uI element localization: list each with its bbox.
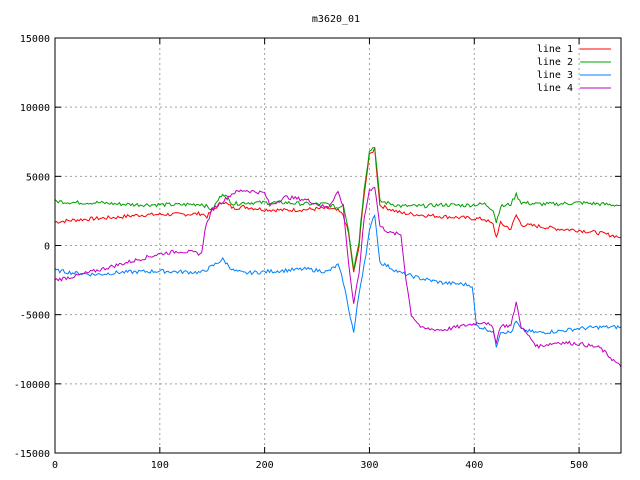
y-tick-label: -15000: [14, 449, 50, 460]
chart-title: m3620_01: [312, 14, 360, 25]
legend-label-3: line 3: [537, 70, 573, 81]
legend-label-4: line 4: [537, 83, 573, 94]
x-tick-label: 500: [570, 460, 588, 471]
x-tick-label: 300: [360, 460, 378, 471]
y-tick-label: -10000: [14, 380, 50, 391]
x-tick-label: 0: [52, 460, 58, 471]
legend-label-2: line 2: [537, 57, 573, 68]
y-tick-label: 10000: [20, 103, 50, 114]
grid: [55, 38, 621, 453]
y-tick-label: 15000: [20, 34, 50, 45]
x-tick-label: 100: [151, 460, 169, 471]
x-tick-label: 200: [256, 460, 274, 471]
y-tick-label: 0: [44, 242, 50, 253]
series-line-4: [54, 186, 622, 368]
series-line-3: [54, 213, 622, 348]
legend-label-1: line 1: [537, 44, 573, 55]
series-line-2: [54, 146, 621, 270]
y-tick-label: -5000: [20, 311, 50, 322]
y-tick-label: 5000: [26, 172, 50, 183]
x-tick-label: 400: [465, 460, 483, 471]
series-line-1: [54, 147, 622, 273]
series-lines: [54, 146, 622, 368]
axis-ticks: 0 100 200 300 400 500 -15000 -10000 -5000 0 5000 10…: [14, 34, 621, 471]
legend: line 1 line 2 line 3 line 4: [537, 44, 611, 94]
